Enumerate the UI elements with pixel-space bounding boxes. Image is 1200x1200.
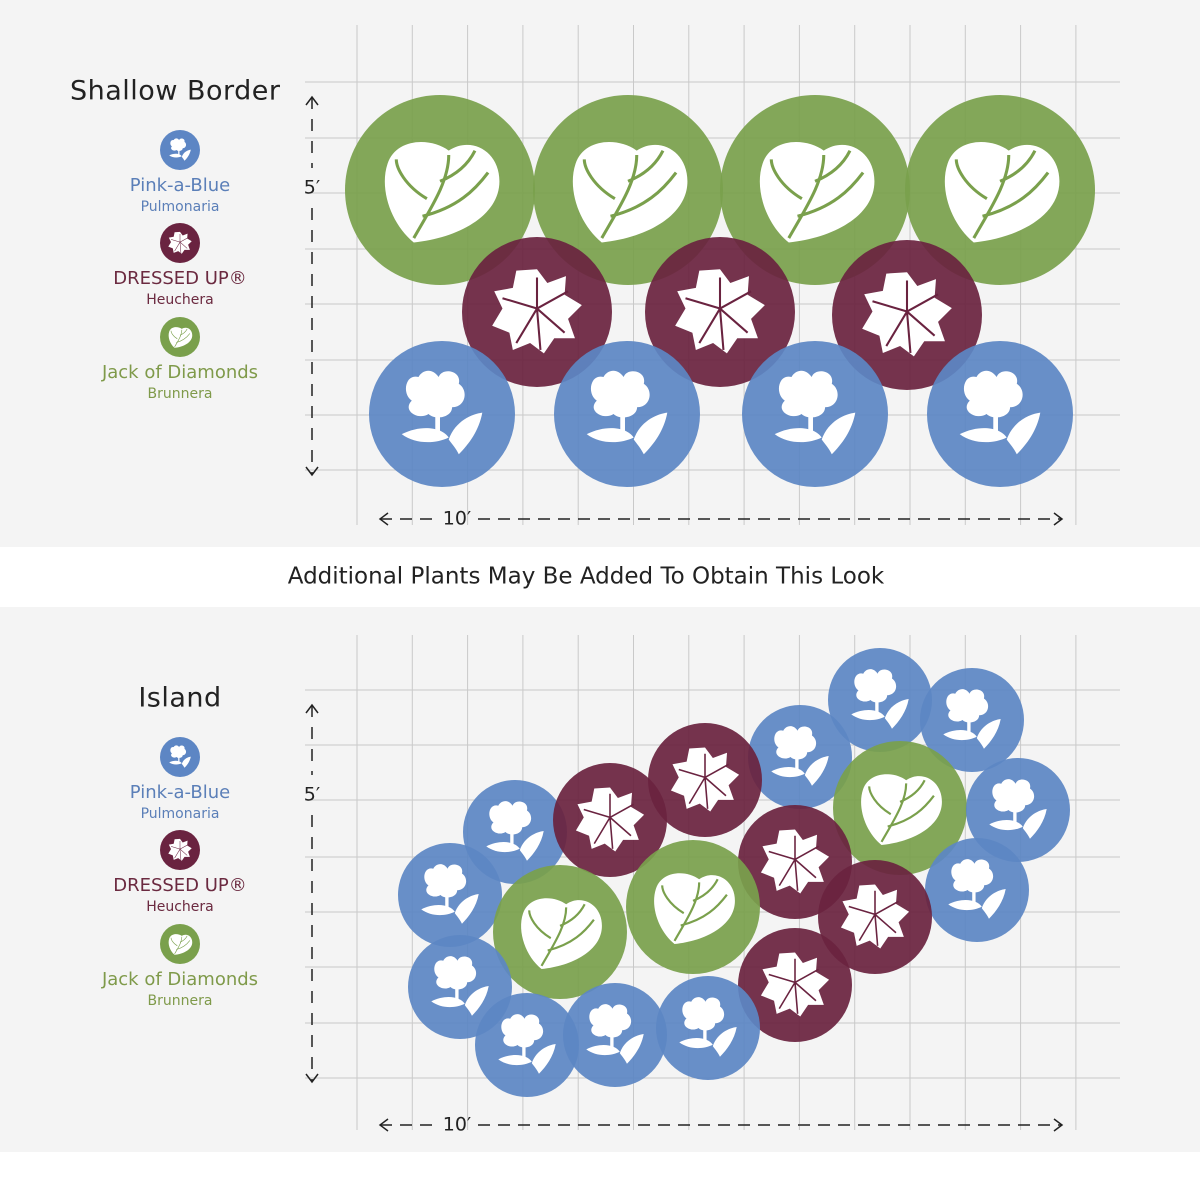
legend-name: DRESSED UP®: [113, 268, 247, 289]
plant-blue: [748, 705, 852, 809]
caption: Additional Plants May Be Added To Obtain…: [288, 564, 885, 590]
legend-genus: Brunnera: [148, 993, 213, 1009]
panel-title: Shallow Border: [70, 76, 281, 107]
plant-green: [720, 95, 910, 285]
plant-green: [626, 840, 760, 974]
plant-green: [833, 741, 967, 875]
arrow-head: [1053, 1118, 1064, 1132]
plant-red: [462, 237, 612, 387]
legend-name: Jack of Diamonds: [101, 969, 258, 990]
legend-name: Jack of Diamonds: [101, 362, 258, 383]
panel-title: Island: [138, 683, 221, 714]
height-label: 5′: [304, 784, 320, 806]
plant-red: [832, 240, 982, 390]
arrow-head: [305, 703, 319, 714]
legend-name: Pink-a-Blue: [130, 175, 231, 196]
plant-red: [648, 723, 762, 837]
plant-blue: [463, 780, 567, 884]
legend-genus: Brunnera: [148, 386, 213, 402]
plant-green: [533, 95, 723, 285]
plant-red: [738, 805, 852, 919]
legend-genus: Pulmonaria: [141, 199, 220, 215]
arrow-head: [305, 1073, 319, 1084]
legend-genus: Heuchera: [146, 292, 214, 308]
plant-red: [818, 860, 932, 974]
legend-name: Pink-a-Blue: [130, 782, 231, 803]
plant-red: [645, 237, 795, 387]
plant-blue: [828, 648, 932, 752]
width-label: 10′: [443, 1114, 472, 1136]
arrow-head: [305, 466, 319, 477]
plant-blue: [742, 341, 888, 487]
legend-genus: Pulmonaria: [141, 806, 220, 822]
plant-blue: [554, 341, 700, 487]
arrow-head: [378, 512, 389, 526]
plant-blue: [920, 668, 1024, 772]
plant-blue: [369, 341, 515, 487]
plant-blue: [927, 341, 1073, 487]
plant-blue: [398, 843, 502, 947]
plant-blue: [966, 758, 1070, 862]
plant-green: [493, 865, 627, 999]
legend-genus: Heuchera: [146, 899, 214, 915]
arrow-head: [1053, 512, 1064, 526]
plant-red: [738, 928, 852, 1042]
height-label: 5′: [304, 177, 320, 199]
arrow-head: [305, 95, 319, 106]
arrow-head: [378, 1118, 389, 1132]
plant-red: [553, 763, 667, 877]
plant-green: [905, 95, 1095, 285]
plant-blue: [925, 838, 1029, 942]
plant-blue: [656, 976, 760, 1080]
plant-blue: [475, 993, 579, 1097]
plant-blue: [408, 935, 512, 1039]
plant-blue: [563, 983, 667, 1087]
width-label: 10′: [443, 508, 472, 530]
legend-name: DRESSED UP®: [113, 875, 247, 896]
plant-green: [345, 95, 535, 285]
